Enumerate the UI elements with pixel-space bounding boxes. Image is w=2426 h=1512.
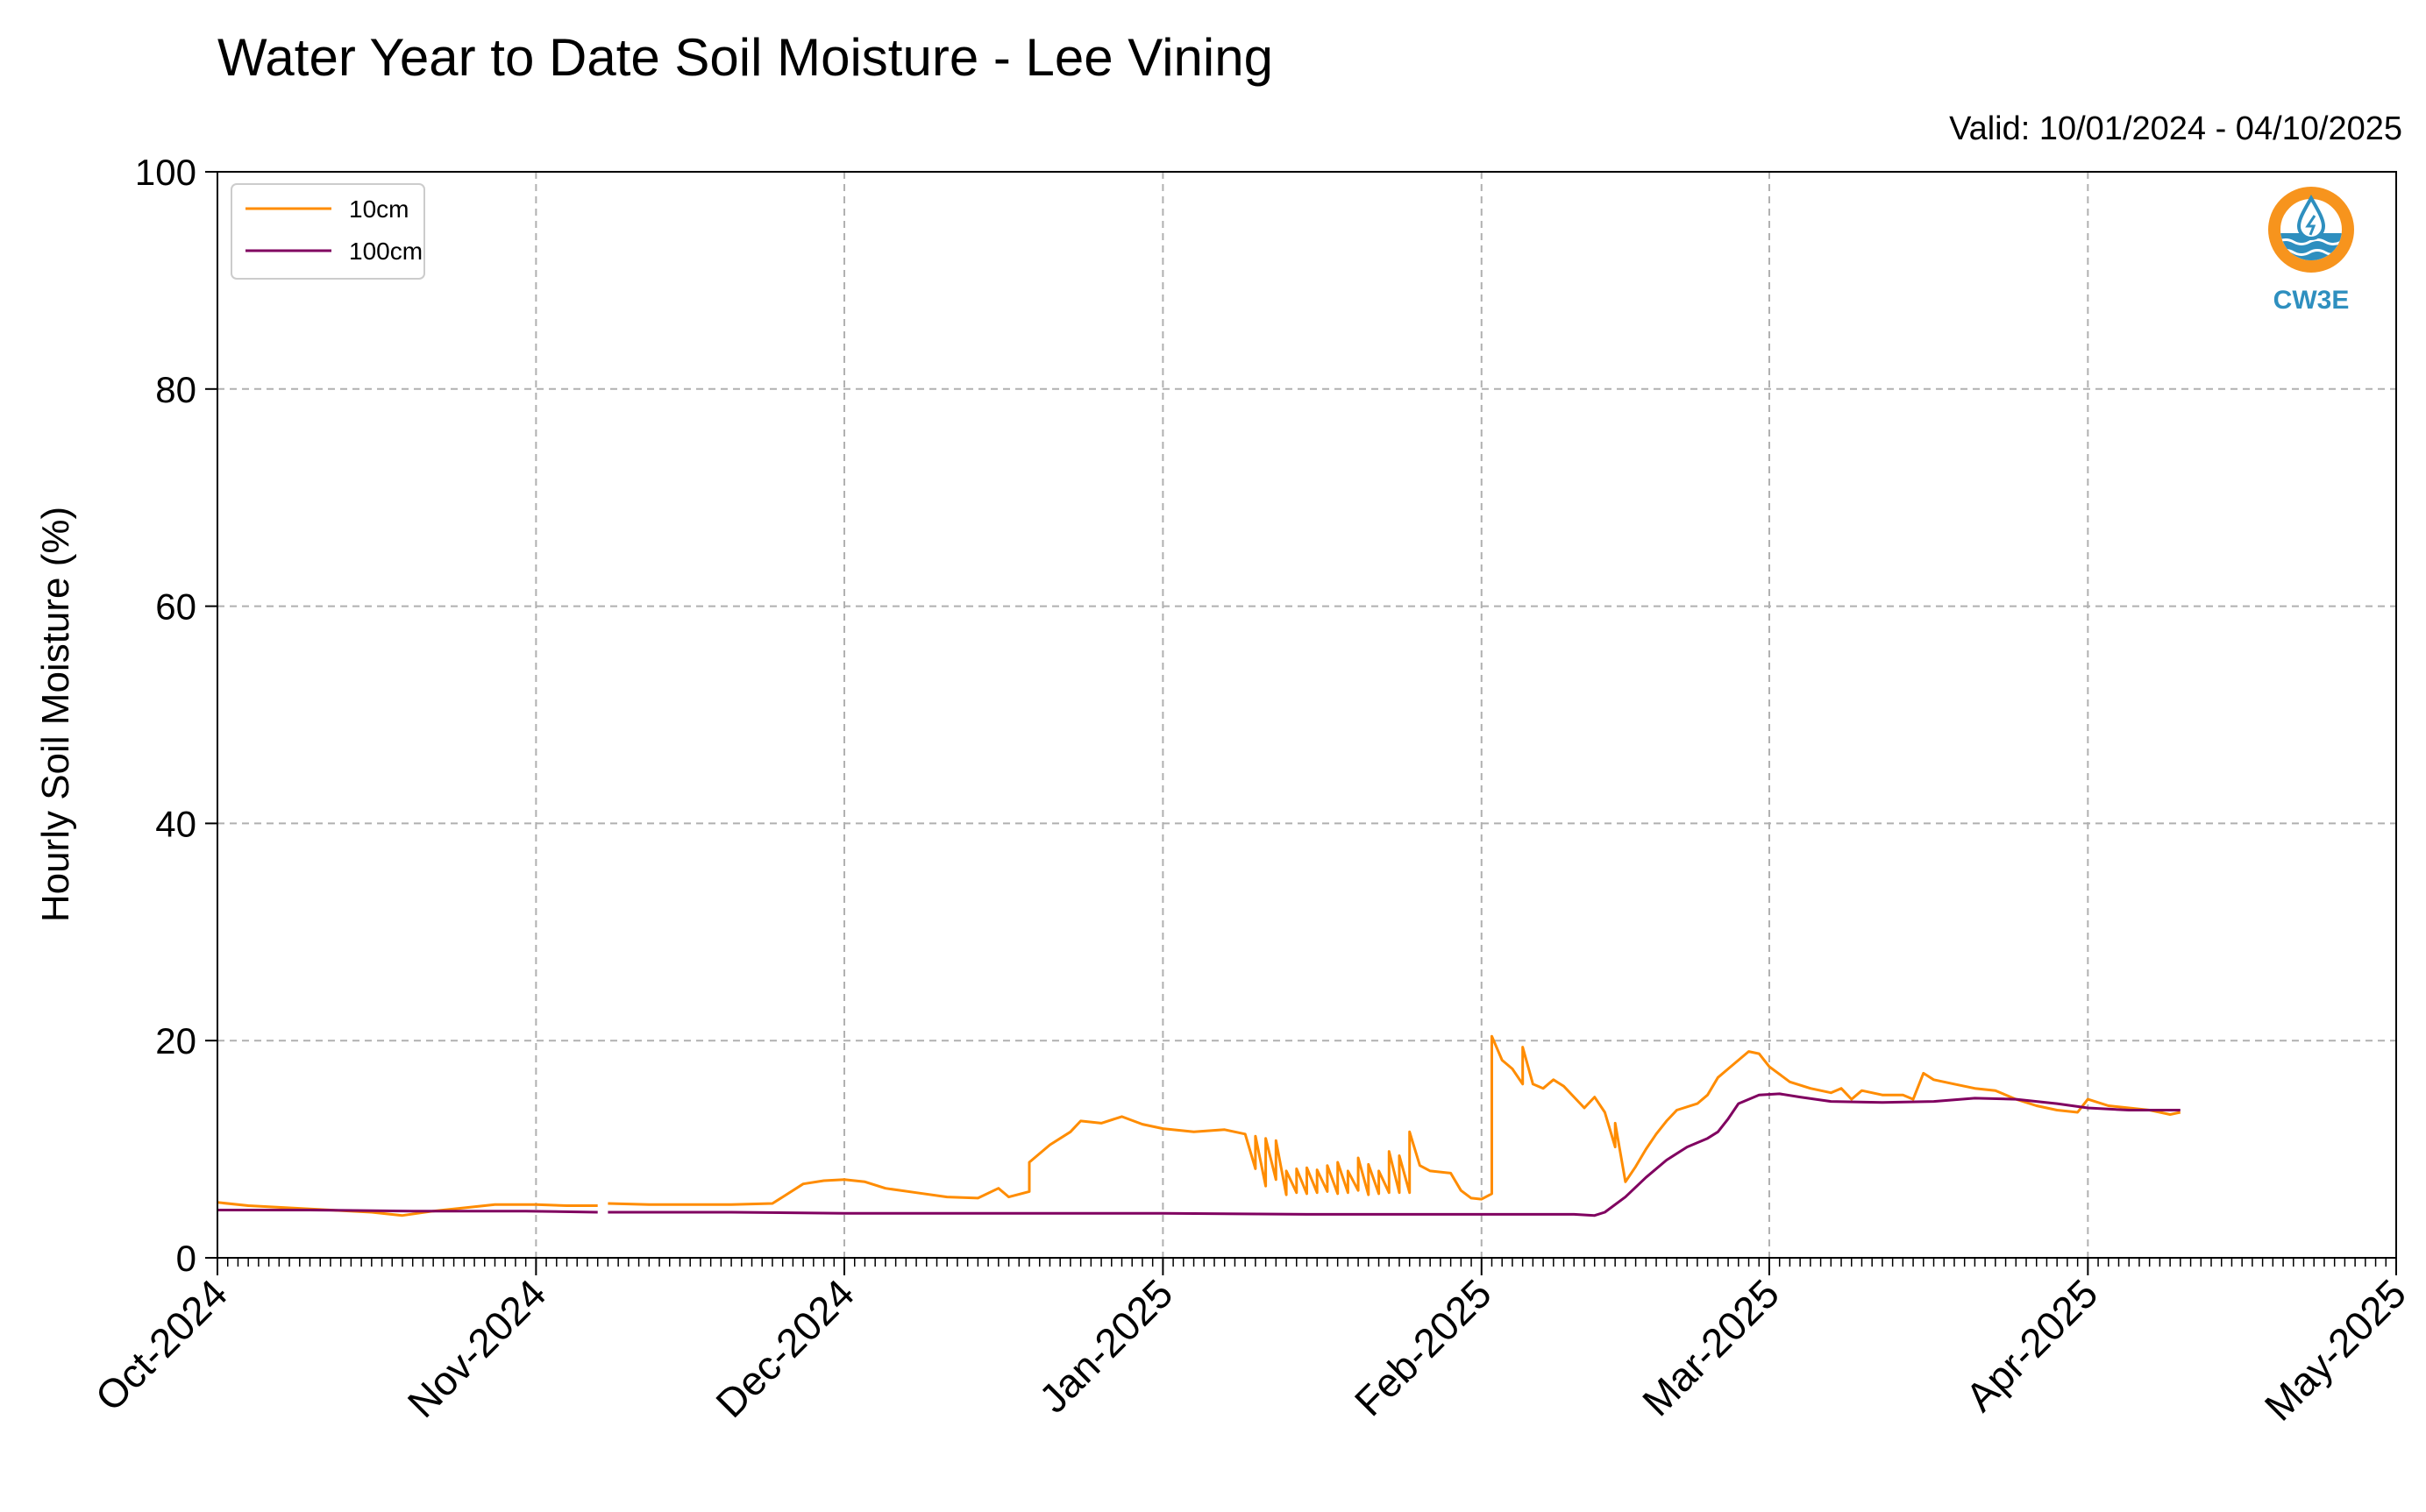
legend-label-10cm: 10cm bbox=[349, 195, 409, 223]
water-drop-sun-icon bbox=[2296, 194, 2326, 240]
y-tick-label: 20 bbox=[155, 1020, 196, 1061]
legend-label-100cm: 100cm bbox=[349, 238, 423, 265]
x-tick-label: Nov-2024 bbox=[399, 1270, 555, 1426]
x-tick-label: Feb-2025 bbox=[1346, 1270, 1500, 1424]
series-line-100cm bbox=[608, 1092, 2181, 1217]
series-line-10cm bbox=[217, 1201, 598, 1217]
y-tick-label: 60 bbox=[155, 586, 196, 628]
x-tick-label: May-2025 bbox=[2256, 1270, 2415, 1429]
x-tick-label: Jan-2025 bbox=[1030, 1270, 1181, 1421]
chart-title: Water Year to Date Soil Moisture - Lee V… bbox=[217, 28, 1273, 87]
y-tick-label: 80 bbox=[155, 369, 196, 410]
y-tick-label: 100 bbox=[135, 152, 196, 193]
y-tick-label: 40 bbox=[155, 803, 196, 844]
y-axis-label: Hourly Soil Moisture (%) bbox=[34, 507, 77, 922]
cw3e-logo: CW3E bbox=[2268, 187, 2354, 315]
series-lines bbox=[217, 1034, 2181, 1217]
chart-subtitle: Valid: 10/01/2024 - 04/10/2025 bbox=[1949, 110, 2402, 147]
x-tick-label: Mar-2025 bbox=[1633, 1270, 1788, 1424]
legend: 10cm 100cm bbox=[231, 183, 425, 280]
plot-frame bbox=[217, 171, 2397, 1259]
x-tick-label: Apr-2025 bbox=[1957, 1270, 2107, 1420]
axis-ticks bbox=[205, 171, 2397, 1275]
x-tick-label: Oct-2024 bbox=[87, 1270, 237, 1420]
x-tick-label: Dec-2024 bbox=[707, 1270, 863, 1426]
series-line-10cm bbox=[608, 1034, 2181, 1206]
axis-tick-labels: 0 20 40 60 80 100 Oct-2024 Nov-2024 Dec-2024 Jan-… bbox=[87, 152, 2415, 1430]
logo-text: CW3E bbox=[2273, 286, 2350, 315]
series-line-100cm bbox=[217, 1209, 598, 1214]
y-tick-label: 0 bbox=[176, 1238, 196, 1279]
grid-lines bbox=[217, 172, 2396, 1258]
logo-ring bbox=[2268, 187, 2354, 273]
